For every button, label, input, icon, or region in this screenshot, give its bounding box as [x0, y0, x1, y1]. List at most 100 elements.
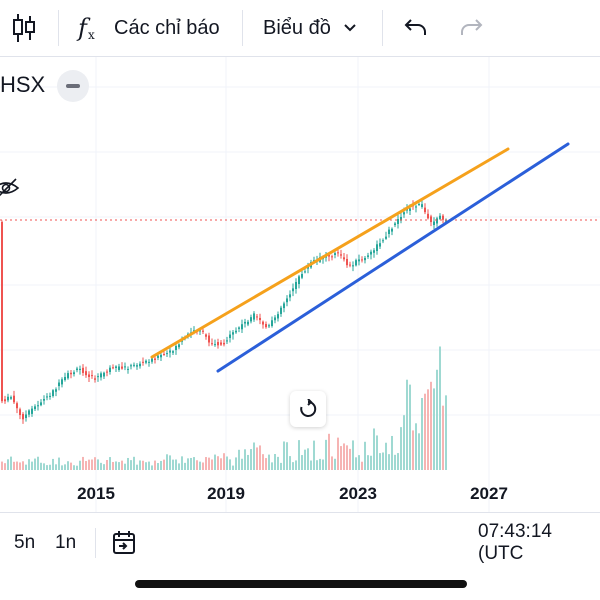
- range-5y-button[interactable]: 5n: [14, 532, 36, 553]
- upper-trend-line: [150, 147, 510, 359]
- candle-body: [391, 228, 393, 232]
- volume-bar: [439, 346, 441, 470]
- x-tick-label: 2027: [470, 484, 508, 503]
- candle-body: [274, 317, 276, 321]
- volume-bar: [241, 458, 243, 470]
- go-to-date-icon[interactable]: [110, 518, 138, 568]
- candle-body: [106, 371, 108, 373]
- candle-body: [304, 271, 306, 273]
- volume-bar: [427, 389, 429, 470]
- volume-bar: [295, 460, 297, 470]
- volume-bar: [229, 459, 231, 470]
- volume-bar: [391, 435, 393, 470]
- chart-grid: [0, 57, 600, 512]
- candle-body: [142, 361, 144, 363]
- candle-body: [202, 330, 204, 332]
- candle-body: [217, 342, 219, 346]
- candle-body: [139, 363, 141, 367]
- candle-body: [82, 367, 84, 373]
- volume-bar: [385, 442, 387, 470]
- candle-body: [100, 373, 102, 378]
- x-tick-label: 2019: [207, 484, 245, 503]
- candle-body: [4, 399, 6, 402]
- chart-type-button[interactable]: Biểu đồ: [263, 0, 357, 56]
- volume-bar: [4, 463, 6, 470]
- symbol-label[interactable]: HSX: [0, 72, 46, 97]
- range-1y-button[interactable]: 1n: [55, 532, 77, 553]
- volume-bar: [244, 449, 246, 470]
- candle-body: [7, 396, 9, 401]
- candle-body: [340, 254, 342, 256]
- volume-bar: [415, 423, 417, 470]
- volume-bar: [16, 461, 18, 470]
- collapse-legend-button[interactable]: [57, 70, 89, 102]
- candle-body: [25, 414, 27, 419]
- candle-body: [385, 236, 387, 239]
- candle-body: [40, 402, 42, 406]
- price-chart[interactable]: [0, 57, 600, 512]
- volume-bar: [151, 465, 153, 470]
- candle-body: [85, 371, 87, 376]
- volume-bar: [334, 458, 336, 470]
- volume-bar: [181, 456, 183, 470]
- volume-bar: [10, 456, 12, 470]
- volume-bar: [352, 440, 354, 470]
- volume-bar: [76, 465, 78, 470]
- volume-bar: [118, 462, 120, 470]
- volume-bar: [322, 459, 324, 470]
- candle-body: [376, 244, 378, 252]
- candle-body: [79, 368, 81, 371]
- volume-bar: [292, 462, 294, 470]
- candle-body: [445, 220, 447, 222]
- volume-bar: [319, 458, 321, 470]
- volume-bar: [307, 448, 309, 470]
- volume-bar: [19, 462, 21, 470]
- volume-bar: [73, 465, 75, 470]
- candle-body: [349, 264, 351, 266]
- volume-bar: [178, 463, 180, 470]
- volume-bar: [268, 454, 270, 470]
- volume-bar: [148, 461, 150, 470]
- volume-bar: [253, 442, 255, 470]
- volume-bars: [1, 346, 447, 470]
- candle-body: [295, 281, 297, 289]
- volume-bar: [421, 398, 423, 470]
- volume-bar: [208, 457, 210, 470]
- candle-body: [10, 397, 12, 399]
- candle-body: [382, 240, 384, 242]
- redo-icon[interactable]: [458, 0, 484, 56]
- candle-body: [121, 366, 123, 369]
- candle-body: [73, 372, 75, 375]
- candle-body: [127, 368, 129, 370]
- candles-icon[interactable]: [12, 0, 36, 56]
- volume-bar: [34, 458, 36, 470]
- volume-bar: [217, 456, 219, 470]
- volume-bar: [196, 460, 198, 470]
- volume-bar: [88, 459, 90, 470]
- candle-body: [346, 258, 348, 266]
- toolbar-bottom-border: [0, 56, 600, 57]
- volume-bar: [166, 454, 168, 470]
- volume-bar: [25, 464, 27, 470]
- volume-bar: [61, 465, 63, 470]
- volume-bar: [304, 449, 306, 470]
- volume-bar: [31, 461, 33, 470]
- volume-bar: [154, 460, 156, 470]
- candle-body: [112, 367, 114, 369]
- volume-bar: [79, 460, 81, 470]
- volume-bar: [280, 462, 282, 470]
- candle-body: [94, 378, 96, 380]
- candle-body: [427, 213, 429, 219]
- candle-body: [226, 340, 228, 342]
- candle-body: [265, 324, 267, 328]
- volume-bar: [22, 461, 24, 470]
- candle-body: [271, 320, 273, 326]
- reset-chart-button[interactable]: [290, 391, 326, 427]
- candle-body: [91, 375, 93, 377]
- candle-body: [409, 208, 411, 211]
- volume-bar: [232, 465, 234, 470]
- undo-icon[interactable]: [403, 0, 429, 56]
- candle-body: [199, 330, 201, 332]
- time-display[interactable]: 07:43:14 (UTC: [478, 521, 552, 564]
